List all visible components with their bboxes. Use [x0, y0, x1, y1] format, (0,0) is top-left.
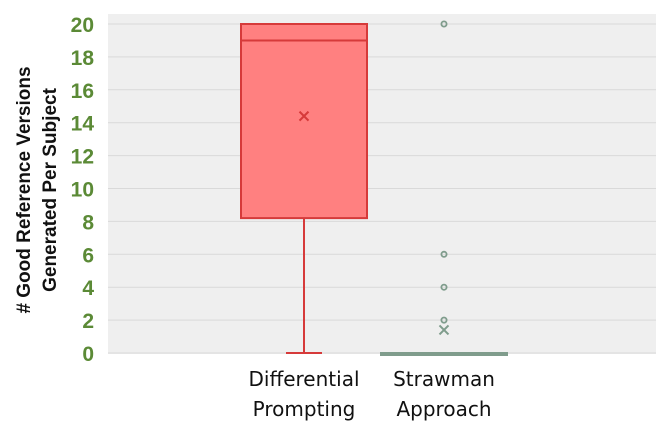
y-axis-ticks: 0 2 4 6 8 10 12 14 16 18 20 — [71, 14, 95, 366]
y-tick-label-16: 16 — [71, 80, 94, 103]
x-tick-label-1-2: Prompting — [253, 397, 356, 421]
y-axis-label-line-1: # Good Reference Versions — [14, 66, 35, 313]
y-tick-label-8: 8 — [82, 211, 94, 234]
x-tick-label-2-2: Approach — [396, 397, 491, 421]
y-axis-label-line-2: Generated Per Subject — [40, 87, 61, 291]
y-tick-label-2: 2 — [82, 310, 94, 333]
y-tick-label-0: 0 — [82, 343, 94, 366]
x-tick-label-1-1: Differential — [248, 367, 359, 391]
box-1 — [240, 23, 368, 354]
y-tick-label-14: 14 — [71, 113, 95, 136]
gridlines — [108, 23, 656, 354]
outlier-point — [440, 283, 448, 291]
x-axis-ticks: Differential Prompting Strawman Approach — [248, 367, 494, 421]
y-tick-label-10: 10 — [71, 179, 94, 202]
x-tick-label-2-1: Strawman — [393, 367, 495, 391]
y-tick-label-6: 6 — [82, 244, 94, 267]
outlier-point — [440, 250, 448, 258]
y-tick-label-12: 12 — [71, 146, 94, 169]
boxes — [240, 20, 508, 356]
y-tick-label-4: 4 — [82, 277, 94, 300]
mean-marker-b — [298, 110, 310, 122]
plot-area — [108, 14, 656, 354]
mean-marker-b — [438, 324, 450, 336]
y-tick-label-18: 18 — [71, 47, 95, 70]
box-2 — [380, 20, 508, 356]
iqr-box — [240, 23, 368, 220]
y-tick-label-20: 20 — [71, 14, 94, 37]
outlier-point — [440, 20, 448, 28]
outlier-point — [440, 316, 448, 324]
